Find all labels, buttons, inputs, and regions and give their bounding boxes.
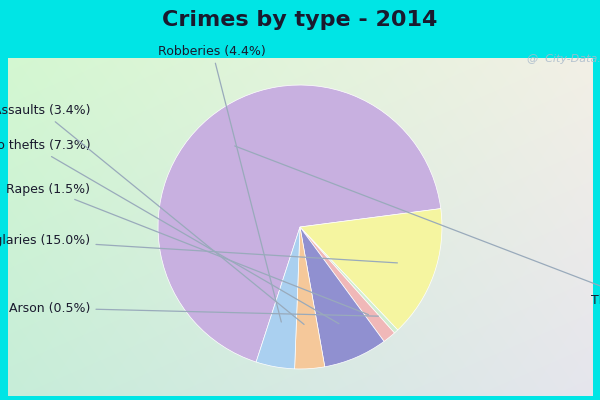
Text: Crimes by type - 2014: Crimes by type - 2014 [163, 10, 437, 30]
Wedge shape [300, 227, 384, 367]
Text: @  City-Data.com: @ City-Data.com [527, 54, 600, 64]
Text: Robberies (4.4%): Robberies (4.4%) [158, 45, 281, 322]
Wedge shape [256, 227, 300, 369]
Wedge shape [300, 227, 398, 333]
Wedge shape [300, 227, 394, 342]
Text: Auto thefts (7.3%): Auto thefts (7.3%) [0, 139, 339, 324]
Text: Assaults (3.4%): Assaults (3.4%) [0, 104, 304, 324]
Wedge shape [158, 85, 441, 362]
Text: Burglaries (15.0%): Burglaries (15.0%) [0, 234, 397, 263]
Text: Rapes (1.5%): Rapes (1.5%) [7, 183, 368, 315]
Text: Arson (0.5%): Arson (0.5%) [9, 302, 379, 316]
Text: Thefts (68.0%): Thefts (68.0%) [235, 146, 600, 306]
Wedge shape [295, 227, 325, 369]
Wedge shape [300, 209, 442, 330]
